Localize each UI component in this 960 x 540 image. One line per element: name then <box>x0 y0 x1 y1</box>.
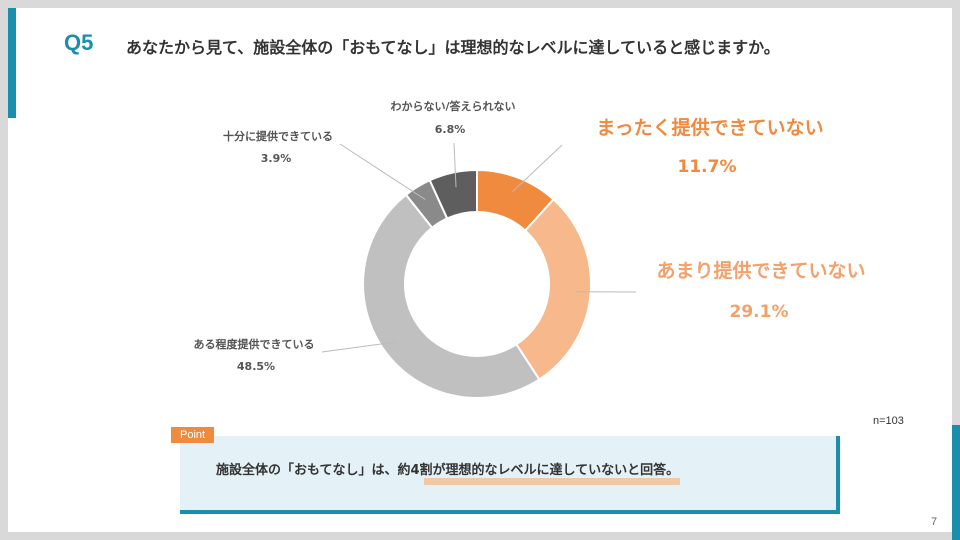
sample-size: n=103 <box>873 415 904 427</box>
accent-bar-left <box>8 8 16 118</box>
question-text: あなたから見て、施設全体の「おもてなし」は理想的なレベルに達していると感じますか… <box>126 38 780 57</box>
slice-label-somewhat-provided: ある程度提供できている <box>194 337 315 351</box>
point-box <box>180 436 840 514</box>
point-text: 施設全体の「おもてなし」は、約4割が理想的なレベルに達していないと回答。 <box>216 463 680 478</box>
point-tag: Point <box>171 427 215 443</box>
leader-line-somewhat-provided <box>321 341 397 353</box>
slice-value-somewhat-provided: 48.5% <box>237 360 275 373</box>
leader-line-not-provided <box>512 144 563 192</box>
slice-label-fully-provided: 十分に提供できている <box>223 129 333 143</box>
slice-value-not-provided: 11.7% <box>678 157 737 177</box>
slice-rarely-provided <box>514 198 592 381</box>
question-label: Q5 <box>64 30 94 55</box>
point-highlight <box>424 478 680 485</box>
slice-value-fully-provided: 3.9% <box>261 152 292 165</box>
slice-label-not-provided: まったく提供できていない <box>596 116 823 139</box>
slice-dont-know <box>428 168 478 220</box>
slice-label-dont-know: わからない/答えられない <box>390 99 515 113</box>
leader-line-dont-know <box>453 142 457 188</box>
leader-line-fully-provided <box>339 143 426 201</box>
slice-value-dont-know: 6.8% <box>435 123 466 136</box>
slice-somewhat-provided <box>362 193 541 399</box>
slice-value-rarely-provided: 29.1% <box>730 302 789 322</box>
page-number: 7 <box>931 516 938 528</box>
slice-label-rarely-provided: あまり提供できていない <box>656 259 865 282</box>
accent-bar-right <box>952 425 960 540</box>
